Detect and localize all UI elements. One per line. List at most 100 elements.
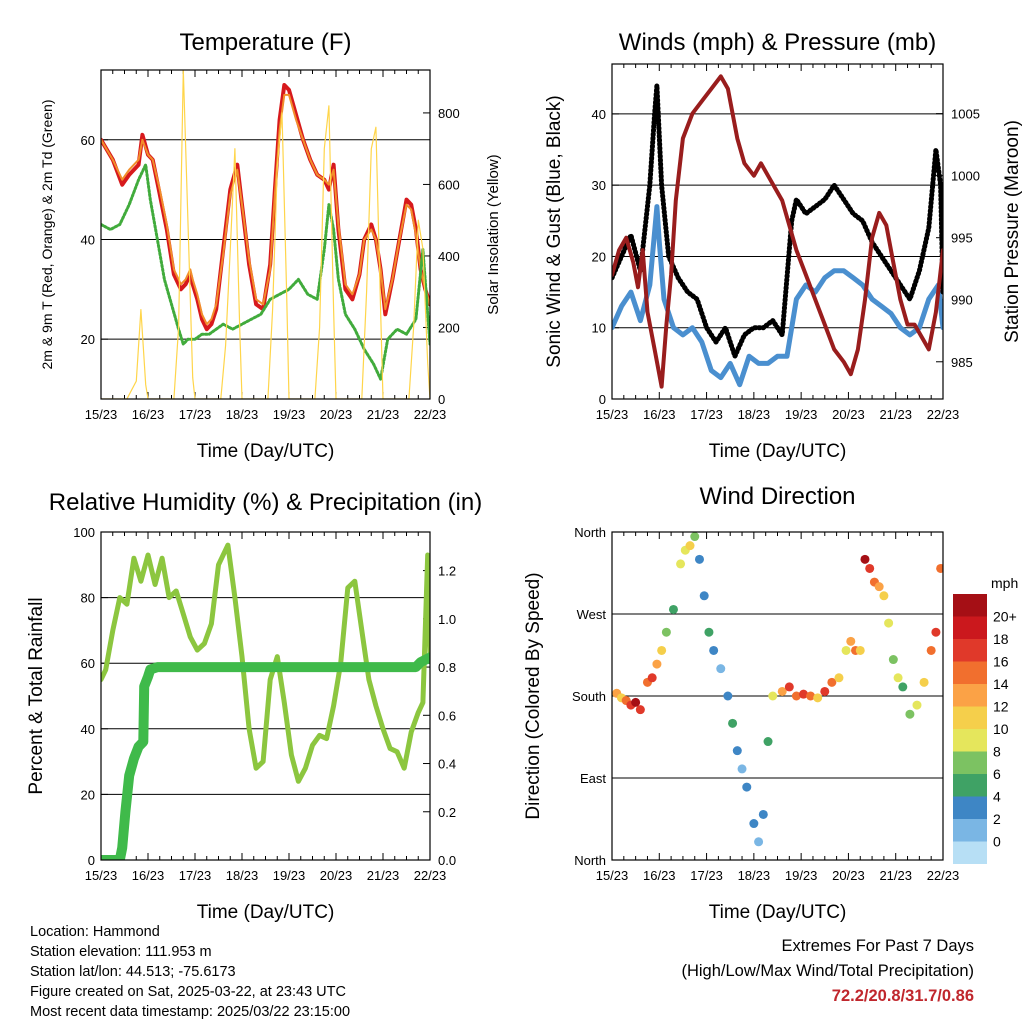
direction-point (652, 659, 662, 669)
x-tick-label: 22/23 (927, 407, 960, 422)
direction-point (631, 697, 641, 707)
x-axis-label: Time (Day/UTC) (197, 441, 335, 462)
direction-point (898, 682, 908, 692)
x-tick-label: 15/23 (596, 407, 629, 422)
colorbar-swatch (953, 594, 987, 617)
x-tick-label: 16/23 (132, 407, 165, 422)
chart-panel-4: Wind DirectionNorthEastSouthWestNorth15/… (523, 483, 959, 923)
direction-point (860, 554, 870, 564)
colorbar-swatch (953, 751, 987, 774)
x-tick-label: 22/23 (927, 868, 960, 883)
y2-tick-label: 0 (438, 392, 445, 407)
x-tick-label: 17/23 (690, 868, 723, 883)
colorbar-swatch (953, 796, 987, 819)
direction-point (827, 677, 837, 687)
x-tick-label: 21/23 (367, 868, 400, 883)
plot-area (101, 70, 430, 399)
x-tick-label: 19/23 (785, 868, 818, 883)
chart-panel-2: Winds (mph) & Pressure (mb) 0 10 20 30 40 985 9… (544, 29, 1023, 462)
x-tick-label: 17/23 (179, 407, 212, 422)
plot-area (101, 542, 430, 860)
direction-point (749, 819, 759, 829)
colorbar-title: mph (991, 575, 1018, 591)
recent-timestamp: Most recent data timestamp: 2025/03/22 2… (30, 1004, 351, 1020)
x-tick-label: 18/23 (738, 407, 771, 422)
colorbar-label: 8 (993, 744, 1001, 760)
y-tick-label: 20 (81, 332, 95, 347)
extremes-subtitle: (High/Low/Max Wind/Total Precipitation) (681, 962, 974, 980)
direction-point (732, 746, 742, 756)
x-tick-label: 20/23 (320, 407, 353, 422)
x-tick-label: 15/23 (85, 407, 118, 422)
plot-frame (100, 69, 431, 400)
direction-point (704, 627, 714, 637)
colorbar-label: 10 (993, 721, 1009, 737)
y-axis-label: Sonic Wind & Gust (Blue, Black) (544, 95, 565, 367)
y2-tick-label: 1.0 (438, 612, 456, 627)
x-tick-label: 17/23 (690, 407, 723, 422)
plot-frame (611, 531, 944, 861)
x-tick-label: 15/23 (596, 868, 629, 883)
x-tick-label: 20/23 (832, 407, 865, 422)
x-tick-label: 16/23 (643, 407, 676, 422)
extremes-panel: Extremes For Past 7 Days (High/Low/Max W… (681, 934, 974, 1009)
plot-area (612, 532, 943, 847)
colorbar-label: 20+ (993, 609, 1017, 625)
y2-tick-label: 200 (438, 320, 460, 335)
colorbar-swatch (953, 774, 987, 797)
direction-point (728, 718, 738, 728)
x-tick-label: 19/23 (273, 407, 306, 422)
direction-point (754, 837, 764, 847)
y-tick-label: 60 (81, 656, 95, 671)
y-axis-label: 2m & 9m T (Red, Orange) & 2m Td (Green) (39, 100, 55, 370)
y2-tick-label: 0.6 (438, 708, 456, 723)
colorbar-label: 6 (993, 766, 1001, 782)
x-tick-label: 20/23 (832, 868, 865, 883)
speed-colorbar: mph 20+ 18 16 14 12 10 8 6 4 2 0 (953, 575, 1018, 864)
plot-frame (611, 63, 944, 400)
direction-point (841, 645, 851, 655)
y2-tick-label: 800 (438, 106, 460, 121)
y-tick-label: 80 (81, 591, 95, 606)
direction-point (657, 645, 667, 655)
direction-point (661, 627, 671, 637)
chart-title: Temperature (F) (179, 29, 351, 56)
y-axis-label: Direction (Colored By Speed) (523, 572, 544, 819)
colorbar-swatch (953, 706, 987, 729)
direction-point (813, 693, 823, 703)
y-tick-label: 40 (81, 722, 95, 737)
y2-axis-label: Station Pressure (Maroon) (1002, 120, 1023, 343)
direction-point (905, 709, 915, 719)
direction-point (777, 686, 787, 696)
x-tick-label: 16/23 (132, 868, 165, 883)
direction-point (685, 541, 695, 551)
direction-point (865, 563, 875, 573)
series-sonic-wind (612, 204, 943, 388)
y-tick-label: East (580, 771, 606, 786)
series-total-rainfall (101, 652, 430, 860)
y-tick-label: 20 (592, 249, 606, 264)
x-tick-label: 18/23 (226, 407, 259, 422)
extremes-values: 72.2/20.8/31.7/0.86 (831, 987, 974, 1005)
x-tick-label: 18/23 (738, 868, 771, 883)
direction-point (690, 532, 700, 542)
y2-tick-label: 0.2 (438, 805, 456, 820)
direction-point (846, 636, 856, 646)
x-tick-label: 22/23 (414, 407, 447, 422)
x-tick-label: 21/23 (879, 407, 912, 422)
y2-tick-label: 0.0 (438, 853, 456, 868)
y2-tick-label: 0.8 (438, 660, 456, 675)
y-tick-label: West (577, 607, 607, 622)
direction-point (884, 618, 894, 628)
direction-point (799, 689, 809, 699)
x-axis-label: Time (Day/UTC) (709, 902, 847, 923)
direction-point (716, 664, 726, 674)
direction-point (791, 691, 801, 701)
direction-point (676, 559, 686, 569)
direction-point (912, 700, 922, 710)
direction-point (737, 764, 747, 774)
y-tick-label: 40 (592, 107, 606, 122)
direction-point (919, 677, 929, 687)
colorbar-swatch (953, 616, 987, 639)
series-2m-td (101, 163, 430, 381)
